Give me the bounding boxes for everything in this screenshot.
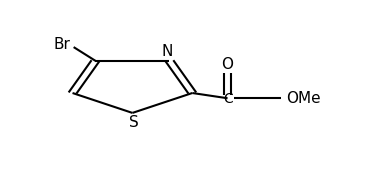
Text: N: N — [162, 44, 173, 59]
Text: OMe: OMe — [286, 91, 321, 106]
Text: C: C — [223, 92, 233, 106]
Text: S: S — [129, 115, 139, 130]
Text: O: O — [221, 57, 233, 72]
Text: Br: Br — [53, 37, 70, 52]
